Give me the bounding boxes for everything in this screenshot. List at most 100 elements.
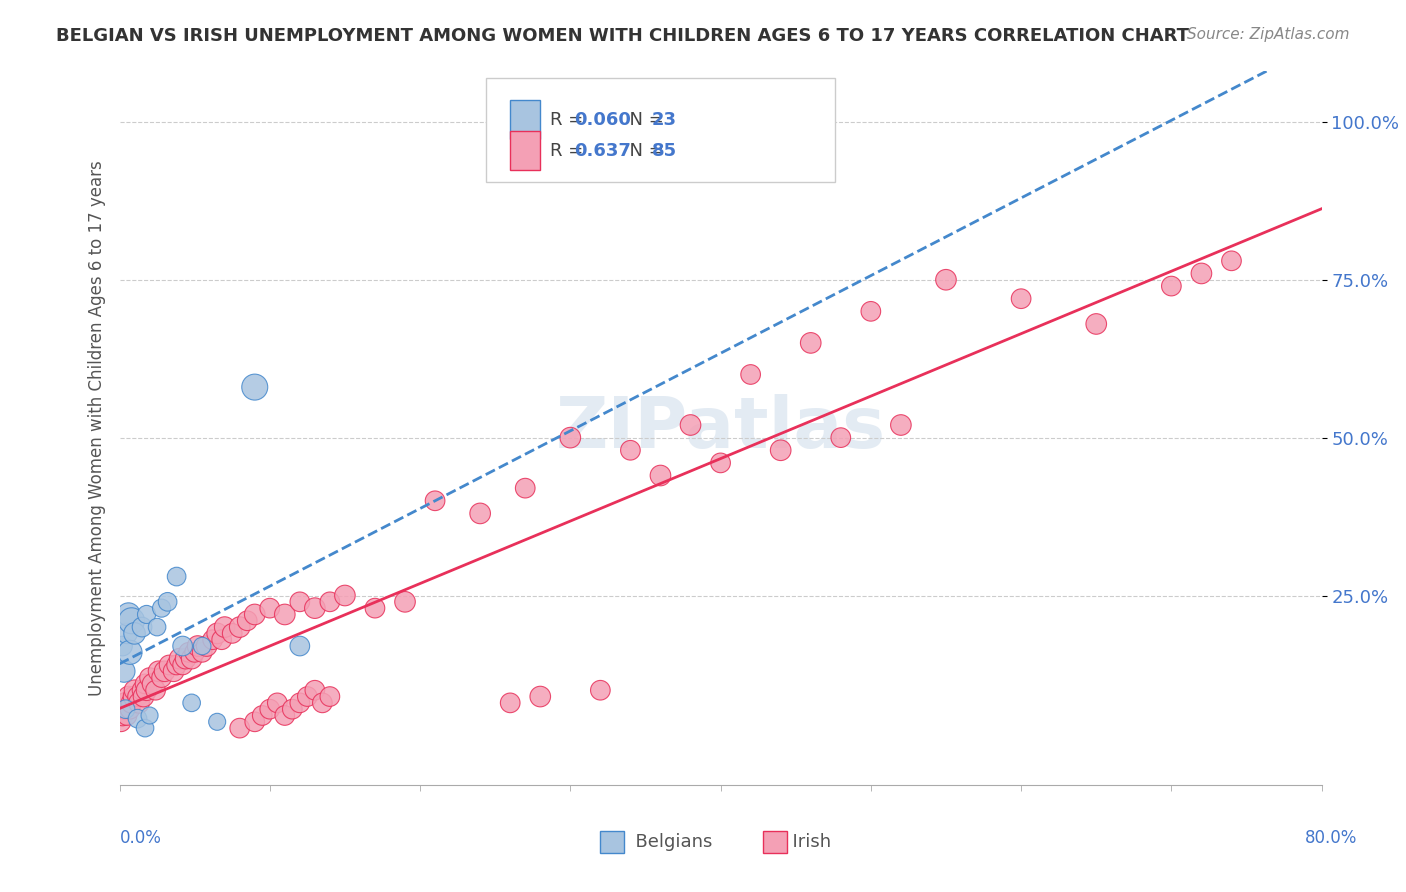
Point <box>121 696 143 710</box>
Point <box>162 665 184 679</box>
Point <box>935 273 957 287</box>
FancyBboxPatch shape <box>486 78 835 182</box>
Point <box>138 671 160 685</box>
Point <box>134 677 156 691</box>
Point <box>709 456 731 470</box>
Point <box>890 417 912 432</box>
Point <box>115 626 138 640</box>
Point <box>252 708 274 723</box>
Point <box>142 677 165 691</box>
Point <box>259 601 281 615</box>
Point <box>118 645 141 659</box>
Point <box>304 601 326 615</box>
Point <box>114 702 136 716</box>
Text: 0.060: 0.060 <box>574 111 631 128</box>
Text: 0.637: 0.637 <box>574 142 631 160</box>
Point <box>127 712 149 726</box>
Point <box>288 696 311 710</box>
Text: Source: ZipAtlas.com: Source: ZipAtlas.com <box>1187 27 1350 42</box>
Point <box>423 493 446 508</box>
Point <box>281 702 304 716</box>
Point <box>135 683 157 698</box>
Point <box>259 702 281 716</box>
Text: N =: N = <box>619 111 669 128</box>
Point <box>205 626 228 640</box>
Point <box>180 696 202 710</box>
FancyBboxPatch shape <box>600 831 624 853</box>
Point <box>619 443 641 458</box>
Point <box>288 639 311 653</box>
Point <box>135 607 157 622</box>
Point <box>333 589 356 603</box>
Point <box>195 639 218 653</box>
FancyBboxPatch shape <box>510 100 540 139</box>
Point <box>468 507 492 521</box>
Point <box>169 651 191 665</box>
Point <box>221 626 243 640</box>
Point <box>124 683 146 698</box>
Point <box>243 607 266 622</box>
Point <box>800 335 823 350</box>
Point <box>243 714 266 729</box>
Point <box>112 665 135 679</box>
Point <box>145 683 167 698</box>
Point <box>114 696 136 710</box>
Point <box>156 595 179 609</box>
Text: R =: R = <box>550 142 589 160</box>
Point <box>127 690 149 704</box>
Point <box>146 620 169 634</box>
Point <box>150 671 173 685</box>
Text: BELGIAN VS IRISH UNEMPLOYMENT AMONG WOMEN WITH CHILDREN AGES 6 TO 17 YEARS CORRE: BELGIAN VS IRISH UNEMPLOYMENT AMONG WOME… <box>56 27 1189 45</box>
Point <box>515 481 537 495</box>
Point <box>180 651 202 665</box>
Point <box>115 708 138 723</box>
Text: N =: N = <box>619 142 669 160</box>
Point <box>172 639 194 653</box>
Point <box>166 569 188 583</box>
Point <box>117 690 139 704</box>
Point <box>201 632 224 647</box>
Point <box>111 639 134 653</box>
Point <box>560 431 582 445</box>
Point <box>214 620 236 634</box>
Point <box>191 645 214 659</box>
Point <box>111 708 134 723</box>
Point <box>153 665 176 679</box>
Point <box>131 683 153 698</box>
Point <box>112 702 135 716</box>
Point <box>191 639 214 653</box>
Point <box>148 665 170 679</box>
Point <box>228 721 252 735</box>
Point <box>394 595 416 609</box>
Point <box>274 708 297 723</box>
Point <box>174 651 197 665</box>
Point <box>769 443 792 458</box>
Point <box>131 620 153 634</box>
Y-axis label: Unemployment Among Women with Children Ages 6 to 17 years: Unemployment Among Women with Children A… <box>87 161 105 696</box>
Point <box>650 468 672 483</box>
Text: 85: 85 <box>652 142 678 160</box>
Point <box>150 601 173 615</box>
Point <box>122 690 145 704</box>
Text: 80.0%: 80.0% <box>1305 829 1357 847</box>
Point <box>288 595 311 609</box>
Point <box>319 690 342 704</box>
Point <box>740 368 762 382</box>
Point <box>304 683 326 698</box>
Point <box>859 304 882 318</box>
Point <box>187 639 209 653</box>
Point <box>1220 253 1243 268</box>
Point <box>124 626 146 640</box>
Point <box>1160 279 1182 293</box>
Point <box>266 696 288 710</box>
Point <box>1085 317 1108 331</box>
Text: R =: R = <box>550 111 589 128</box>
Point <box>166 657 188 672</box>
Point <box>236 614 259 628</box>
Point <box>128 696 150 710</box>
Point <box>1010 292 1032 306</box>
Point <box>243 380 266 394</box>
Point <box>205 714 228 729</box>
FancyBboxPatch shape <box>510 130 540 169</box>
Point <box>172 657 194 672</box>
